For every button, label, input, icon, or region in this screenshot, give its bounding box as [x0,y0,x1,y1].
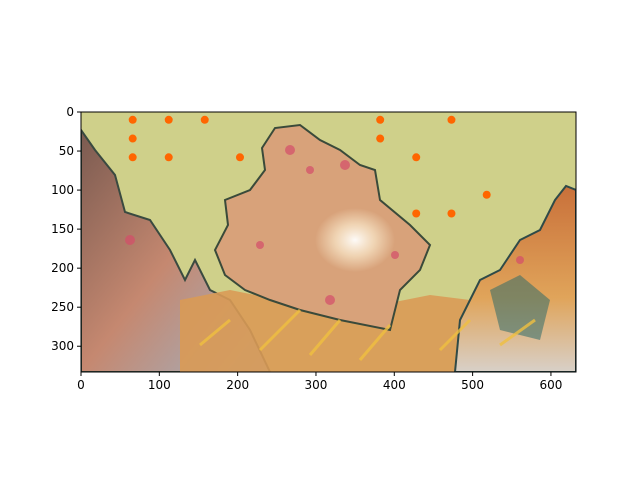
y-tick-label: 300 [51,339,74,353]
y-tick-label: 150 [51,222,74,236]
y-axis: 0 50 100 150 200 250 300 [51,105,81,353]
data-point [412,209,421,218]
x-tick-label: 500 [461,378,484,392]
x-tick-label: 0 [77,378,85,392]
x-axis: 0 100 200 300 400 500 600 [77,372,562,392]
background-image [81,112,576,372]
data-point [164,115,173,124]
data-point [128,153,137,162]
x-tick-label: 100 [148,378,171,392]
y-tick-label: 50 [59,144,74,158]
data-point [376,115,385,124]
data-point [447,115,456,124]
data-point [235,153,244,162]
data-point [482,190,491,199]
data-point [376,134,385,143]
y-tick-label: 100 [51,183,74,197]
y-tick-label: 0 [66,105,74,119]
data-point [447,209,456,218]
data-point [128,115,137,124]
data-point [200,115,209,124]
scatter-series [128,115,491,218]
y-tick-label: 250 [51,300,74,314]
data-point [412,153,421,162]
x-tick-label: 300 [305,378,328,392]
y-tick-label: 200 [51,261,74,275]
x-tick-label: 400 [383,378,406,392]
data-point [128,134,137,143]
x-tick-label: 200 [226,378,249,392]
data-point [164,153,173,162]
plot-area-frame [80,111,577,373]
x-tick-label: 600 [539,378,562,392]
